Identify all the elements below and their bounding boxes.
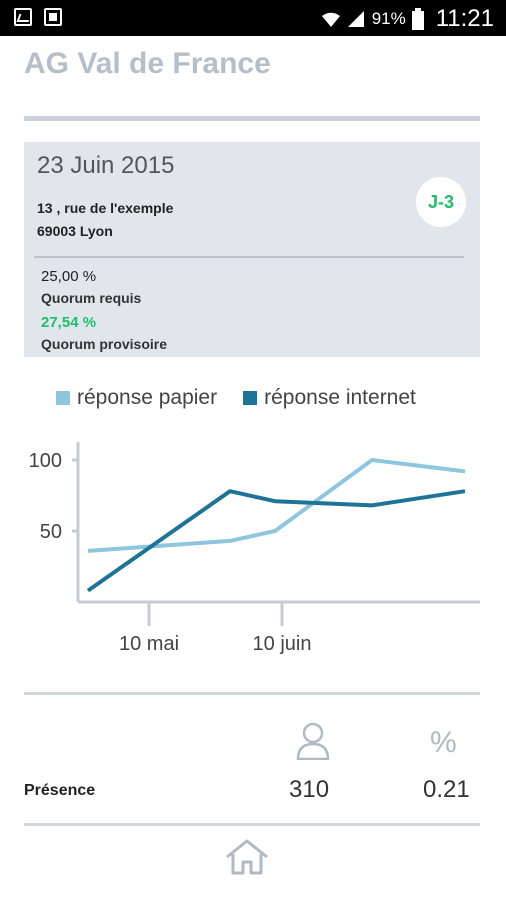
quorum-provisional-label: Quorum provisoire bbox=[41, 336, 168, 352]
legend-label-paper: réponse papier bbox=[77, 386, 218, 409]
legend-swatch-paper bbox=[56, 391, 70, 405]
quorum-required-label: Quorum requis bbox=[41, 290, 142, 306]
series-line-internet bbox=[86, 489, 466, 593]
page-title: AG Val de France bbox=[24, 47, 271, 80]
legend-item-paper: réponse papier bbox=[56, 386, 217, 410]
clock: 11:21 bbox=[435, 5, 494, 32]
countdown-badge: J-3 bbox=[416, 177, 466, 227]
legend-label-internet: réponse internet bbox=[264, 386, 416, 409]
response-chart: 100 50 10 mai 10 juin bbox=[29, 442, 480, 655]
battery-icon bbox=[411, 8, 424, 30]
chart-legend: réponse papier réponse internet bbox=[56, 386, 442, 410]
quorum-provisional-value: 27,54 % bbox=[41, 314, 97, 331]
legend-item-internet: réponse internet bbox=[243, 386, 416, 410]
legend-swatch-internet bbox=[243, 391, 258, 405]
user-icon bbox=[296, 722, 330, 765]
x-tick-label: 10 mai bbox=[119, 633, 179, 655]
battery-percent: 91% bbox=[371, 9, 406, 28]
gallery-icon bbox=[14, 8, 32, 26]
meeting-address-line1: 13 , rue de l'exemple bbox=[37, 200, 174, 216]
presence-count: 310 bbox=[289, 776, 330, 803]
status-bar: 91% 11:21 bbox=[0, 0, 506, 36]
meeting-date: 23 Juin 2015 bbox=[37, 152, 175, 179]
x-tick-label: 10 juin bbox=[253, 633, 312, 655]
presence-label: Présence bbox=[24, 782, 96, 799]
quorum-required-value: 25,00 % bbox=[41, 268, 97, 285]
signal-icon bbox=[346, 9, 366, 29]
home-icon[interactable] bbox=[224, 838, 270, 881]
card-divider bbox=[34, 256, 464, 258]
divider bbox=[24, 692, 480, 695]
y-tick-label: 100 bbox=[29, 450, 62, 472]
divider bbox=[24, 116, 480, 121]
presence-percentage: 0.21 bbox=[423, 776, 470, 803]
percent-icon: % bbox=[430, 726, 457, 759]
wifi-icon bbox=[320, 9, 340, 29]
meeting-address-line2: 69003 Lyon bbox=[37, 223, 113, 239]
y-tick-label: 50 bbox=[40, 521, 62, 543]
series-line-paper bbox=[87, 458, 466, 553]
clipboard-icon bbox=[44, 8, 62, 26]
divider bbox=[24, 823, 480, 826]
meeting-card[interactable]: 23 Juin 2015 13 , rue de l'exemple 69003… bbox=[24, 142, 480, 357]
